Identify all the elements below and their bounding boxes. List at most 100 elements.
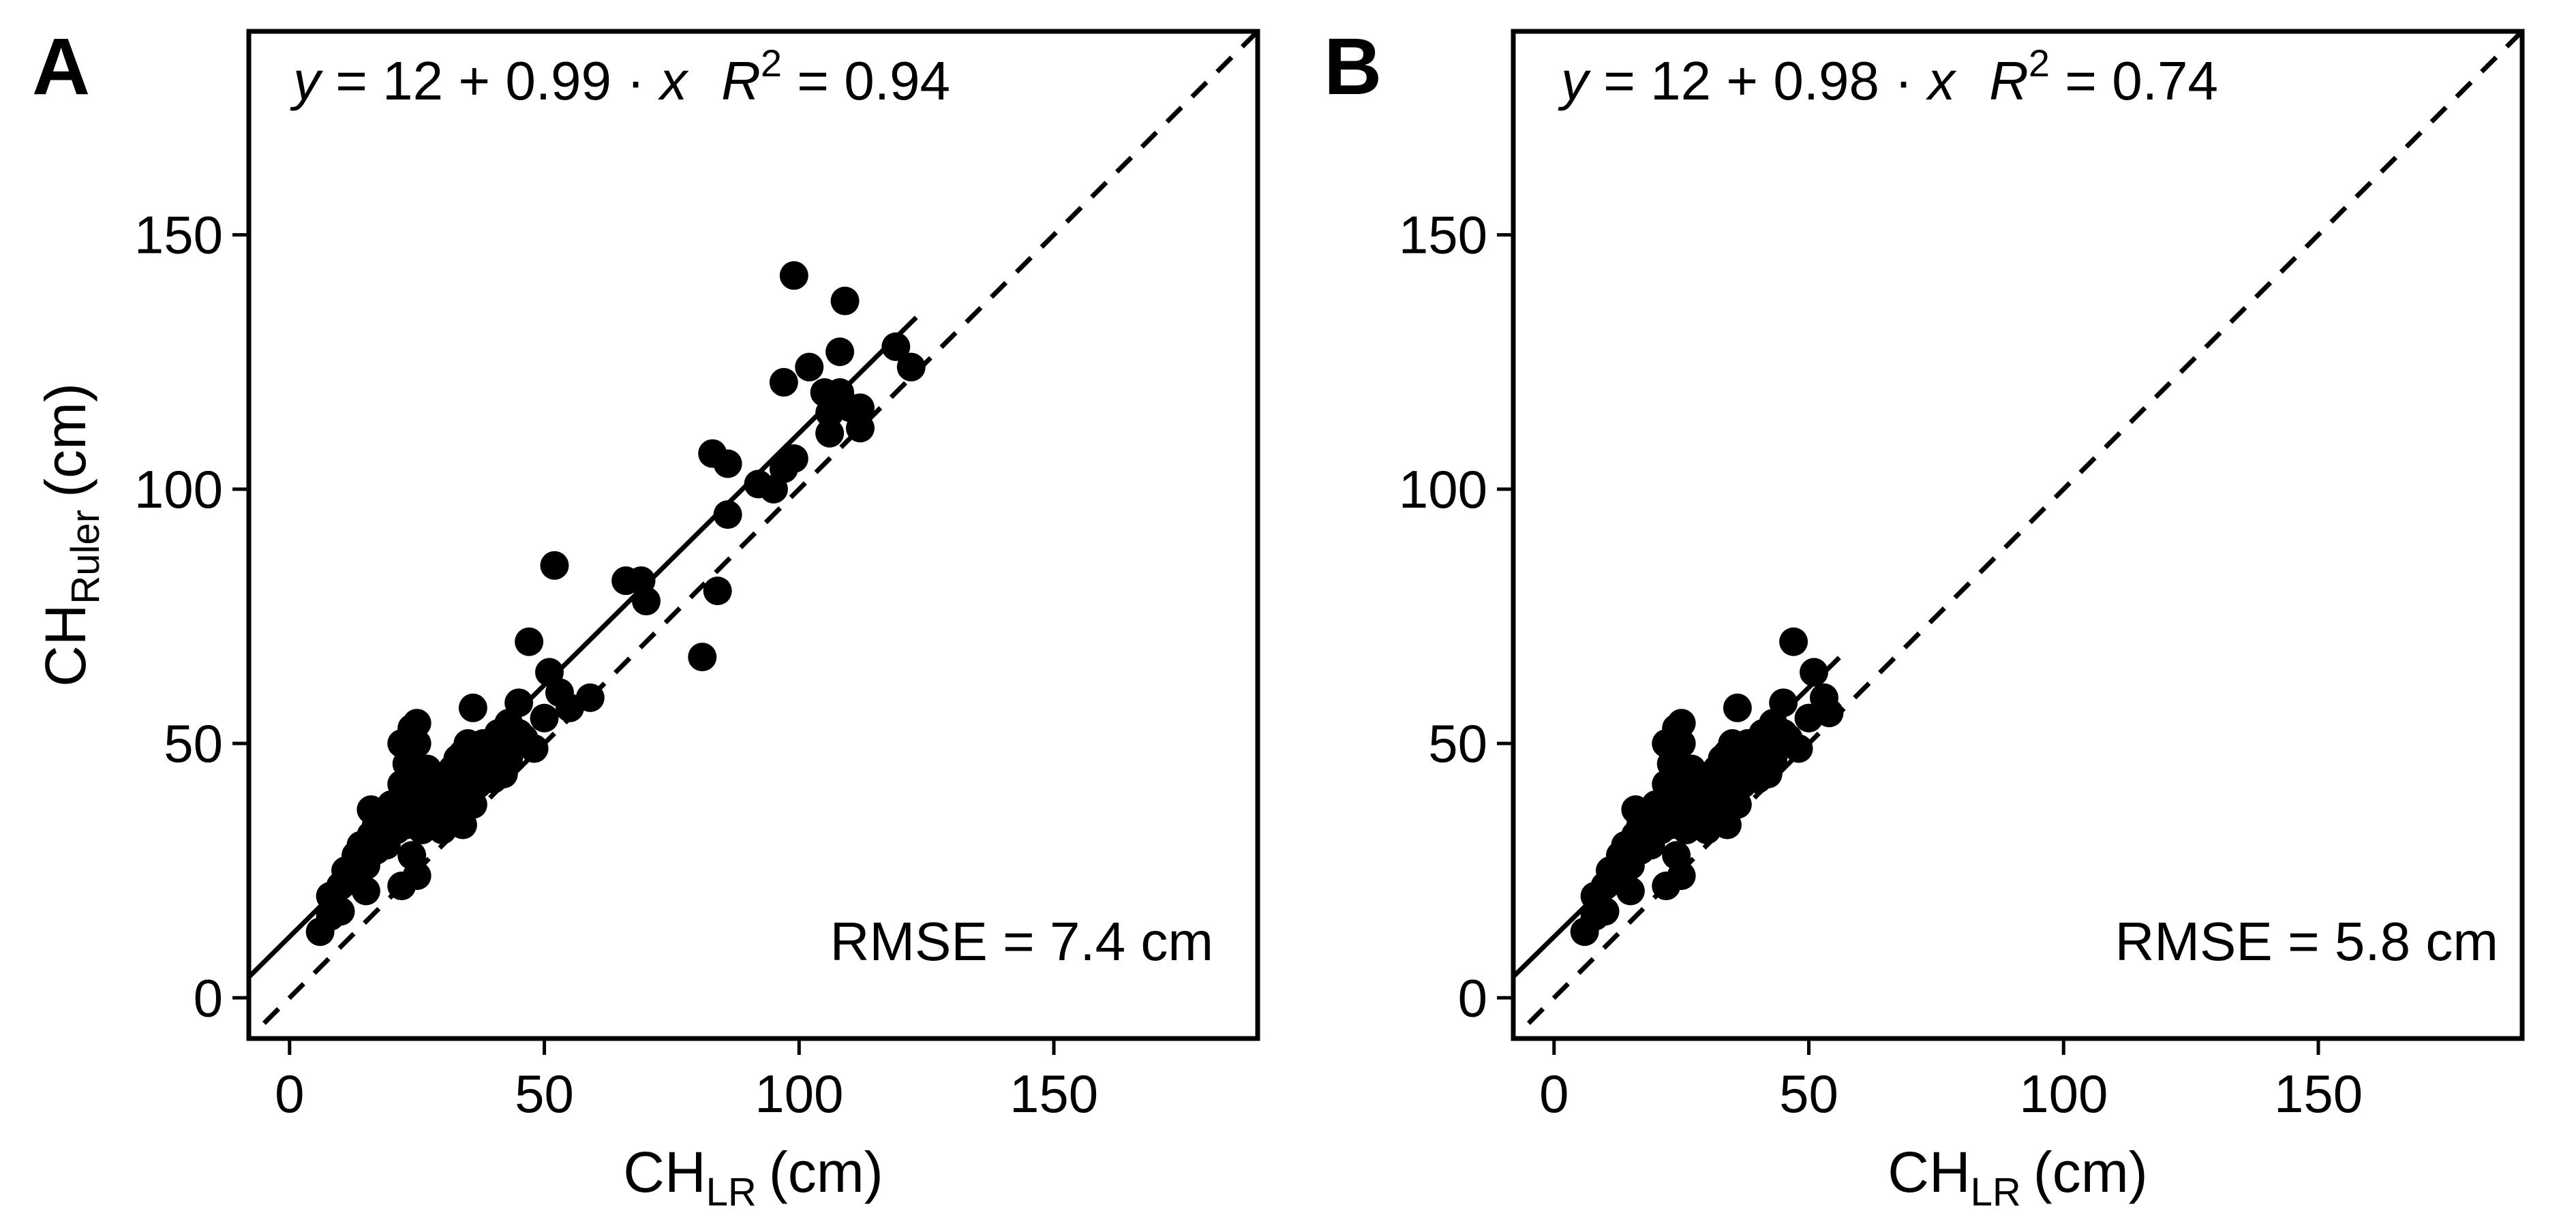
x-axis-main: CH [623,1140,706,1204]
data-point [1800,658,1829,687]
y-tick-label: 150 [134,205,223,265]
data-point [402,729,431,758]
x-ticks-group: 0 50 100 150 [1539,1039,2363,1124]
x-axis-title: CHLR (cm) [1888,1140,2147,1214]
data-point [1667,861,1696,891]
equation-y: y [290,50,324,111]
data-point [779,261,808,290]
r2-exponent: 2 [2029,42,2050,84]
rmse-label: RMSE = 7.4 cm [830,911,1213,972]
data-point [896,352,926,382]
equation-x: x [657,50,689,111]
r2-value: = 0.74 [2050,50,2218,111]
data-point [1815,698,1844,728]
x-tick-label: 100 [755,1064,843,1124]
reference-line-group [262,29,1260,1026]
x-axis-main: CH [1888,1140,1970,1204]
data-point [815,418,845,448]
equation-x: x [1925,50,1957,111]
data-point [1779,627,1808,656]
x-tick-label: 50 [1779,1064,1838,1124]
data-point [1723,693,1752,722]
data-point [703,576,732,606]
points-group [305,261,926,947]
reference-line-group [1526,29,2524,1026]
equation-body: = 12 + 0.98 · [1588,50,1928,111]
data-point [1616,876,1645,906]
data-point [1769,688,1798,718]
data-point [1667,729,1696,758]
points-group [1570,627,1844,947]
data-point [575,683,605,712]
data-point [713,500,742,529]
data-point [825,337,855,367]
y-tick-label: 100 [1399,459,1487,519]
data-point [351,876,380,906]
y-axis-main: CH [33,604,97,687]
rmse-label: RMSE = 5.8 cm [2115,911,2498,972]
data-point [632,587,661,616]
r2-label: R [721,50,761,111]
data-point [504,688,534,718]
x-tick-label: 150 [2274,1064,2363,1124]
y-axis-unit: (cm) [33,383,97,497]
data-point [515,627,544,656]
data-point [402,709,431,738]
data-point [1784,734,1813,763]
panel-letter-b: B [1324,22,1382,112]
y-tick-label: 100 [134,459,223,519]
data-point [688,643,717,672]
x-tick-label: 0 [1539,1064,1569,1124]
data-point [1590,897,1620,926]
x-tick-label: 50 [515,1064,574,1124]
data-point [402,861,431,891]
data-point [845,414,875,443]
y-tick-label: 0 [194,968,223,1028]
data-point [830,286,860,316]
x-ticks-group: 0 50 100 150 [275,1039,1098,1124]
data-point [779,444,808,474]
data-point [845,393,875,422]
y-tick-label: 50 [1428,713,1487,773]
reference-line [1526,29,2524,1026]
y-ticks-group: 0 50 100 150 [134,205,249,1028]
x-axis-sub: LR [1971,1170,2021,1214]
equation-body: = 12 + 0.99 · [320,50,660,111]
regression-equation: y = 12 + 0.98 · x R2 = 0.74 [1558,42,2218,111]
y-axis-title: CHRuler (cm) [33,383,108,687]
data-point [881,332,911,361]
data-point [530,703,559,733]
data-point [769,368,798,397]
plot-frame [246,29,1260,1041]
x-tick-label: 150 [1010,1064,1098,1124]
r2-value: = 0.94 [782,50,950,111]
data-point [795,352,824,382]
data-point [326,897,355,926]
x-axis-unit: (cm) [2033,1140,2148,1204]
reference-line [262,29,1260,1026]
data-point [458,693,487,722]
x-axis-unit: (cm) [769,1140,883,1204]
r2-exponent: 2 [761,42,782,84]
r2-label: R [1989,50,2029,111]
y-ticks-group: 0 50 100 150 [1399,205,1513,1028]
y-tick-label: 0 [1458,968,1487,1028]
equation-y: y [1558,50,1592,111]
data-point [713,449,742,478]
data-point [1667,709,1696,738]
x-tick-label: 0 [275,1064,304,1124]
y-axis-sub: Ruler [63,510,108,604]
y-tick-label: 50 [164,713,223,773]
panel-letter-a: A [32,22,90,112]
data-point [519,734,549,763]
data-point [540,551,569,580]
plot-frame [1511,29,2525,1041]
x-tick-label: 100 [2019,1064,2108,1124]
y-tick-label: 150 [1399,205,1487,265]
regression-equation: y = 12 + 0.99 · x R2 = 0.94 [290,42,950,111]
x-axis-title: CHLR (cm) [623,1140,883,1214]
x-axis-sub: LR [706,1170,757,1214]
